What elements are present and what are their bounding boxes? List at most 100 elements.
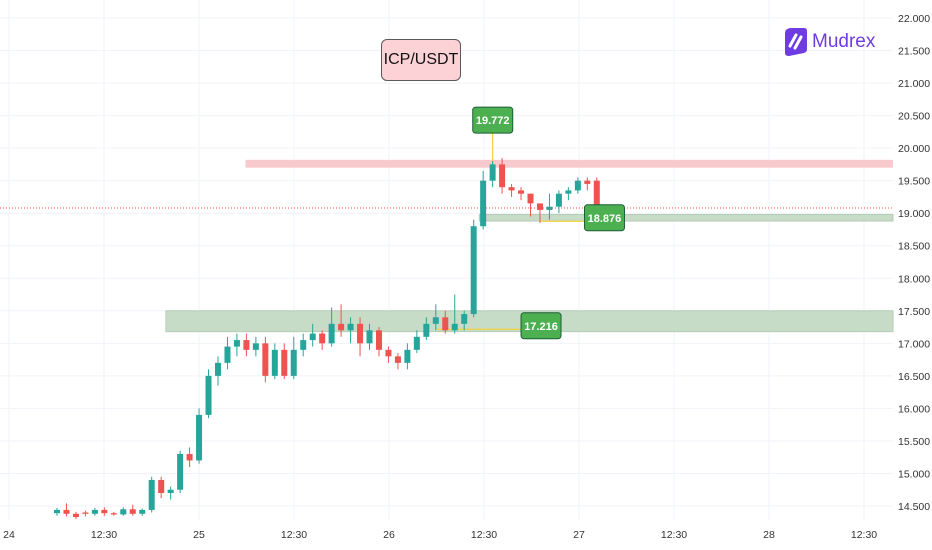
level-tag-label: 19.772 [476,115,510,127]
candle [518,187,525,201]
candle [536,203,543,223]
x-tick-label: 24 [3,529,15,541]
candle-body [461,314,468,324]
candle-body [508,187,515,191]
candle-body [499,164,506,188]
candle [243,333,250,357]
candle [54,507,60,516]
y-tick-label: 15.500 [898,436,930,448]
candle-body [120,509,127,515]
brand-logo: Mudrex [784,27,875,57]
candle [565,187,572,201]
candle [139,508,146,516]
candle-body [375,330,382,350]
level-tag-label: 17.216 [524,321,558,333]
candle-body [584,180,591,184]
candle [328,307,335,347]
candle-body [101,509,108,514]
candle [300,333,307,357]
candle-body [129,509,136,514]
resistance-zone [245,159,893,168]
candle [442,310,449,334]
candle [177,450,184,493]
candle [338,304,345,337]
candle-body [290,349,297,376]
y-tick-label: 16.000 [898,403,930,415]
y-tick-label: 15.000 [898,468,930,480]
level-tags: 19.772 18.876 17.216 [472,106,625,340]
candle [290,336,297,380]
candle-body [574,180,581,191]
y-tick-label: 18.000 [898,273,930,285]
x-tick-label: 27 [573,529,585,541]
y-tick-label: 16.500 [898,371,930,383]
candle-body [196,414,203,461]
candle-body [394,356,401,363]
y-tick-label: 18.500 [898,241,930,253]
candle-body [186,453,193,461]
candle [214,356,221,386]
candle-body [536,203,543,210]
candle-body [271,349,278,376]
candle [281,343,288,380]
candle [489,161,496,188]
candle [584,177,591,191]
candle [480,170,487,230]
y-tick-label: 21.000 [898,78,930,90]
candle [262,336,269,383]
level-tag [583,204,625,232]
candle-body [110,513,117,515]
candle [499,157,506,194]
candle-body [366,330,373,344]
candle-body [214,362,221,376]
x-tick-label: 28 [763,529,775,541]
candle [470,219,477,318]
candle [271,343,278,380]
candle [158,476,165,499]
candle-body [167,489,174,493]
candle [508,183,515,197]
candle [101,507,108,516]
candle-body [177,453,184,490]
candle-body [546,206,553,210]
candle-body [319,333,326,344]
candle-body [309,333,316,341]
x-tick-label: 12:30 [471,529,497,541]
candle-body [593,180,600,207]
x-tick-label: 25 [193,529,205,541]
x-tick-label: 12:30 [281,529,307,541]
candle [233,333,240,357]
level-guides [435,133,585,330]
candle [205,369,212,419]
candle-body [281,349,288,376]
candle-body [139,509,146,514]
y-tick-label: 22.000 [898,13,930,25]
chart-grid [0,0,893,520]
candle [63,503,70,517]
candle [252,336,259,357]
candle [366,323,373,350]
candle [347,317,354,344]
y-tick-label: 17.000 [898,338,930,350]
candle-body [357,323,364,344]
candle [120,507,127,516]
candle [432,304,439,331]
y-tick-label: 20.000 [898,143,930,155]
y-tick-label: 14.500 [898,501,930,513]
candle [129,504,136,516]
candle [224,336,231,370]
candle [413,330,420,354]
candle-body [480,180,487,227]
level-tag [472,106,514,134]
candle [319,330,326,350]
candles [54,157,600,520]
candle-body [555,193,562,207]
candle [527,193,534,217]
candle [461,310,468,331]
candle-body [347,323,354,331]
x-axis: 24 12:30 25 12:30 26 12:30 27 12:30 28 12:30 [3,529,877,541]
candle [555,190,562,214]
candle-body [404,349,411,363]
y-axis: 22.000 21.500 21.000 20.500 20.000 19.500 19.0… [898,13,930,513]
